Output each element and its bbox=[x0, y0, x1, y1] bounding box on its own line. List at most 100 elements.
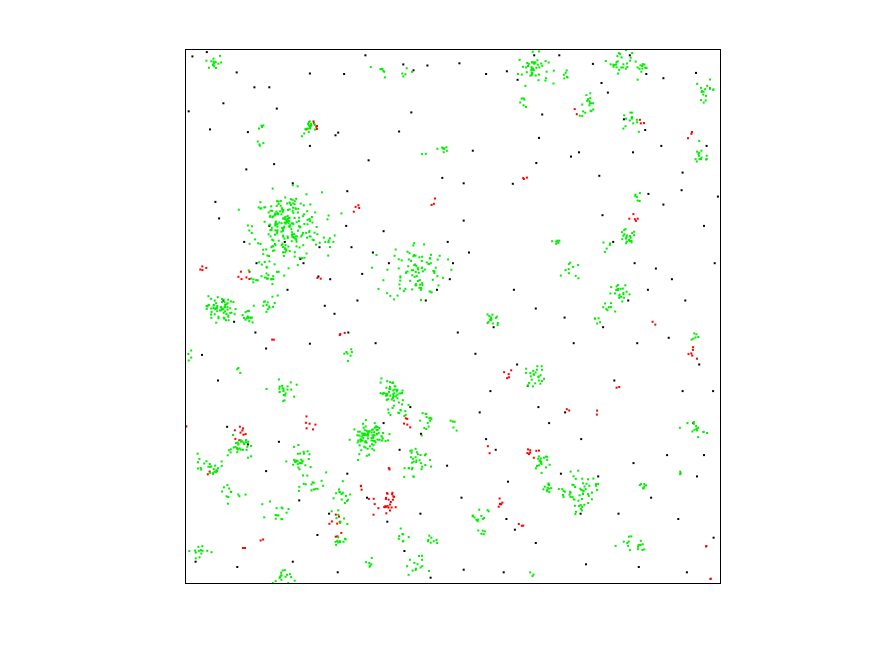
data-point bbox=[696, 357, 698, 360]
data-point bbox=[433, 271, 436, 274]
data-point bbox=[557, 488, 560, 490]
data-point bbox=[308, 124, 310, 127]
data-point bbox=[632, 122, 635, 125]
data-point bbox=[632, 462, 635, 465]
data-point bbox=[572, 484, 575, 486]
data-point bbox=[494, 448, 497, 451]
data-point bbox=[250, 232, 253, 234]
data-point bbox=[579, 504, 582, 507]
data-point bbox=[385, 496, 387, 499]
data-point bbox=[492, 326, 495, 329]
data-point bbox=[358, 453, 361, 456]
data-point bbox=[239, 440, 242, 443]
data-point bbox=[618, 386, 621, 388]
data-point bbox=[278, 221, 281, 224]
data-point bbox=[706, 432, 709, 434]
data-point bbox=[324, 241, 327, 244]
data-point bbox=[265, 265, 268, 268]
data-point bbox=[480, 532, 483, 535]
data-point bbox=[488, 315, 491, 318]
data-point bbox=[346, 498, 349, 501]
data-point bbox=[285, 248, 287, 251]
data-point bbox=[259, 539, 262, 542]
data-point bbox=[694, 158, 697, 161]
data-point bbox=[299, 257, 302, 260]
data-point bbox=[532, 373, 535, 376]
data-point bbox=[614, 292, 616, 295]
data-point bbox=[409, 426, 412, 429]
data-point bbox=[628, 549, 631, 552]
data-point bbox=[275, 204, 278, 207]
data-point bbox=[585, 94, 588, 97]
data-point bbox=[522, 524, 525, 527]
data-point bbox=[616, 60, 619, 63]
data-point bbox=[236, 368, 239, 371]
data-point bbox=[548, 422, 551, 425]
data-point bbox=[216, 296, 219, 299]
data-point bbox=[512, 288, 515, 291]
data-point bbox=[270, 205, 273, 208]
data-point bbox=[641, 65, 644, 67]
data-point bbox=[302, 244, 305, 247]
data-point bbox=[628, 293, 631, 296]
data-point bbox=[388, 433, 391, 436]
data-point bbox=[696, 429, 698, 432]
data-point bbox=[385, 394, 387, 397]
data-point bbox=[294, 460, 297, 463]
data-point bbox=[232, 446, 235, 449]
data-point bbox=[311, 481, 314, 484]
data-point bbox=[389, 503, 391, 506]
data-point bbox=[654, 267, 657, 270]
data-point bbox=[420, 468, 423, 471]
data-point bbox=[366, 432, 369, 435]
data-point bbox=[194, 551, 197, 554]
data-point bbox=[538, 50, 541, 53]
data-point bbox=[584, 111, 587, 114]
data-point bbox=[622, 292, 625, 294]
data-point bbox=[633, 218, 636, 221]
data-point bbox=[299, 225, 302, 228]
data-point bbox=[627, 299, 630, 302]
data-point bbox=[303, 132, 306, 135]
data-point bbox=[638, 192, 641, 195]
data-point bbox=[286, 235, 289, 238]
data-point bbox=[638, 118, 641, 121]
data-point bbox=[621, 66, 624, 69]
data-point bbox=[238, 439, 241, 442]
data-point bbox=[562, 493, 564, 496]
data-point bbox=[406, 417, 409, 420]
data-point bbox=[274, 233, 276, 236]
data-point bbox=[338, 488, 340, 491]
data-point bbox=[276, 229, 279, 232]
data-point bbox=[327, 214, 330, 217]
data-point bbox=[713, 262, 716, 265]
data-point bbox=[362, 422, 364, 425]
data-point bbox=[207, 303, 210, 306]
data-point bbox=[390, 506, 393, 509]
data-point bbox=[297, 220, 300, 223]
data-point bbox=[596, 409, 599, 412]
data-point bbox=[343, 502, 346, 504]
data-point bbox=[277, 514, 280, 517]
data-point bbox=[232, 434, 234, 436]
data-point bbox=[370, 556, 373, 559]
data-point bbox=[631, 52, 634, 54]
data-point bbox=[293, 395, 296, 398]
data-point bbox=[281, 507, 284, 510]
data-point bbox=[393, 388, 396, 391]
data-point bbox=[638, 200, 641, 202]
data-point bbox=[552, 82, 555, 85]
data-point bbox=[411, 461, 414, 464]
data-point bbox=[306, 219, 309, 222]
data-point bbox=[384, 440, 387, 442]
data-point bbox=[636, 78, 639, 81]
data-point bbox=[545, 466, 547, 469]
data-point bbox=[631, 232, 634, 235]
data-point bbox=[423, 426, 426, 429]
data-point bbox=[712, 536, 715, 539]
data-point bbox=[626, 66, 629, 68]
data-point bbox=[577, 469, 580, 472]
data-point bbox=[282, 246, 285, 248]
data-point bbox=[573, 108, 576, 111]
data-point bbox=[216, 310, 219, 313]
